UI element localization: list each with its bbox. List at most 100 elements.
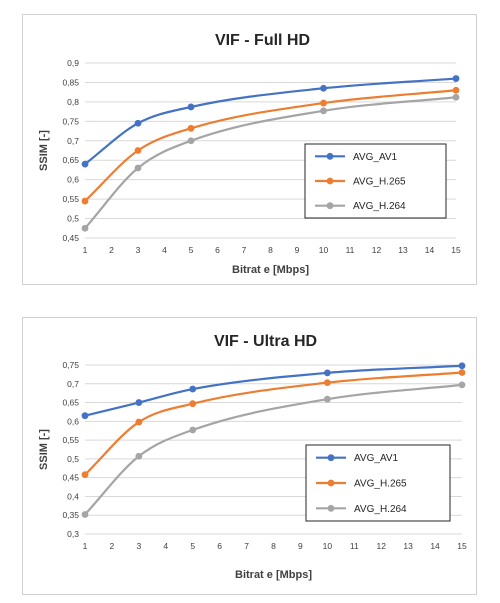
y-tick-label: 0,35: [62, 510, 79, 520]
legend-marker: [327, 479, 335, 487]
data-point-avg-av1: [187, 103, 195, 111]
y-tick-label: 0,75: [62, 360, 79, 370]
data-point-avg-h-265: [452, 86, 460, 94]
data-point-avg-h-264: [134, 164, 142, 172]
legend-label: AVG_AV1: [354, 453, 399, 464]
x-tick-label: 3: [136, 541, 141, 551]
data-point-avg-av1: [189, 385, 197, 393]
y-tick-label: 0,6: [67, 416, 79, 426]
x-tick-label: 8: [268, 245, 273, 255]
chart-panel-full-hd: VIF - Full HD 0,45 0,5 0,55 0,6 0,65 0,7 0,75 0,…: [22, 14, 477, 285]
x-tick-label: 1: [83, 245, 88, 255]
x-tick-label: 4: [163, 541, 168, 551]
x-tick-label: 9: [298, 541, 303, 551]
legend-marker: [326, 152, 334, 160]
y-tick-label: 0,9: [67, 58, 79, 68]
x-tick-label: 6: [217, 541, 222, 551]
y-tick-label: 0,75: [62, 116, 79, 126]
y-tick-label: 0,7: [67, 379, 79, 389]
y-axis-label: SSIM [-]: [38, 429, 50, 470]
x-tick-label: 7: [244, 541, 249, 551]
y-tick-label: 0,55: [62, 435, 79, 445]
y-tick-label: 0,55: [62, 194, 79, 204]
data-point-avg-h-265: [187, 124, 195, 132]
y-tick-label: 0,7: [67, 136, 79, 146]
legend-label: AVG_H.264: [354, 504, 407, 515]
y-tick-label: 0,65: [62, 398, 79, 408]
x-tick-label: 15: [451, 245, 461, 255]
legend-marker: [327, 504, 335, 512]
x-tick-label: 10: [319, 245, 329, 255]
legend-marker: [326, 202, 334, 210]
x-tick-label: 13: [398, 245, 408, 255]
data-point-avg-h-265: [134, 147, 142, 154]
x-tick-label: 8: [271, 541, 276, 551]
chart-full-hd: VIF - Full HD 0,45 0,5 0,55 0,6 0,65 0,7 0,75 0,…: [38, 32, 461, 276]
x-tick-label: 2: [109, 245, 114, 255]
data-point-avg-h-265: [135, 418, 143, 426]
x-axis-label: Bitrat e [Mbps]: [235, 569, 312, 581]
x-tick-label: 9: [295, 245, 300, 255]
x-tick-label: 11: [350, 541, 359, 551]
x-tick-label: 12: [376, 541, 386, 551]
x-tick-label: 14: [430, 541, 440, 551]
y-tick-label: 0,5: [67, 214, 79, 224]
x-tick-label: 6: [215, 245, 220, 255]
x-tick-label: 14: [425, 245, 435, 255]
x-tick-label: 11: [346, 245, 355, 255]
data-point-avg-h-264: [323, 395, 331, 403]
x-tick-label: 5: [190, 541, 195, 551]
data-point-avg-av1: [134, 119, 142, 127]
data-point-avg-h-265: [458, 369, 466, 376]
data-point-avg-av1: [81, 160, 89, 168]
data-point-avg-h-265: [81, 471, 89, 479]
series-line-avg-av1: [84, 364, 463, 417]
y-tick-label: 0,65: [62, 155, 79, 165]
x-tick-label: 4: [162, 245, 167, 255]
data-point-avg-h-265: [189, 400, 197, 408]
legend-label: AVG_H.265: [353, 177, 406, 188]
x-tick-label: 12: [372, 245, 382, 255]
legend-label: AVG_H.264: [353, 201, 406, 212]
data-point-avg-av1: [452, 75, 460, 82]
y-tick-label: 0,8: [67, 97, 79, 107]
data-point-avg-h-264: [81, 511, 89, 518]
data-point-avg-h-265: [323, 379, 331, 387]
chart-panel-ultra-hd: VIF - Ultra HD 0,3 0,35 0,4 0,45 0,5 0,55 0,6 0,…: [22, 317, 477, 595]
y-tick-label: 0,85: [62, 77, 79, 87]
chart-title: VIF - Ultra HD: [214, 333, 317, 350]
legend-label: AVG_AV1: [353, 152, 398, 163]
data-point-avg-h-264: [187, 137, 195, 145]
legend-marker: [327, 454, 335, 462]
x-tick-label: 10: [323, 541, 333, 551]
data-point-avg-h-265: [81, 197, 89, 205]
chart-title: VIF - Full HD: [215, 32, 310, 49]
data-point-avg-av1: [323, 369, 331, 377]
legend-label: AVG_H.265: [354, 479, 407, 490]
data-point-avg-h-264: [189, 426, 197, 434]
y-tick-label: 0,45: [62, 233, 79, 243]
x-tick-label: 7: [242, 245, 247, 255]
legend: AVG_AV1 AVG_H.265 AVG_H.264: [304, 143, 447, 219]
y-tick-label: 0,6: [67, 175, 79, 185]
x-tick-label: 15: [457, 541, 467, 551]
x-tick-label: 2: [110, 541, 115, 551]
data-point-avg-h-265: [320, 99, 327, 107]
y-tick-label: 0,4: [67, 491, 79, 501]
data-point-avg-av1: [320, 84, 327, 92]
data-point-avg-h-264: [452, 93, 460, 101]
data-point-avg-h-264: [135, 452, 143, 460]
x-tick-label: 5: [189, 245, 194, 255]
y-tick-label: 0,3: [67, 529, 79, 539]
data-point-avg-h-264: [320, 107, 327, 115]
y-tick-label: 0,45: [62, 473, 79, 483]
x-tick-label: 1: [83, 541, 88, 551]
series-line-avg-h-265: [84, 371, 463, 476]
x-axis-label: Bitrat e [Mbps]: [232, 264, 309, 276]
x-tick-label: 3: [136, 245, 141, 255]
data-point-avg-av1: [458, 362, 466, 370]
x-tick-label: 13: [403, 541, 413, 551]
data-point-avg-h-264: [81, 224, 89, 232]
series-line-avg-h-264: [84, 383, 463, 516]
data-point-avg-av1: [135, 399, 143, 406]
